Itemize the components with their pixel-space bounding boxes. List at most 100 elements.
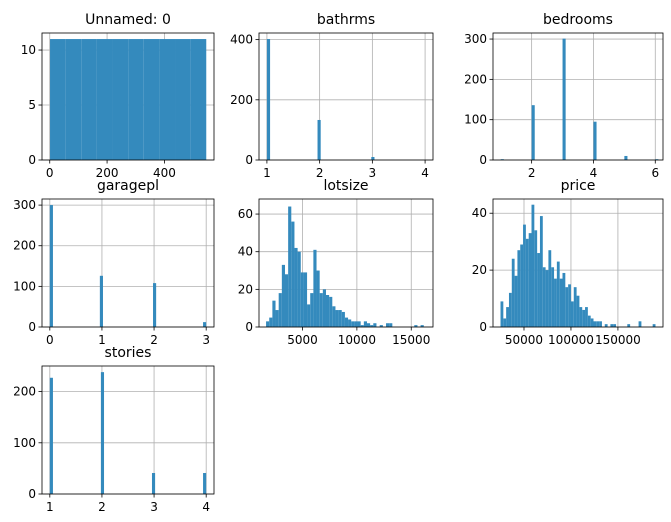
x-tick-label: 2 xyxy=(150,333,158,347)
y-tick-label: 0 xyxy=(479,153,487,167)
subplot-title: stories xyxy=(105,345,152,361)
x-tick-label: 2 xyxy=(528,166,536,180)
histogram-bar xyxy=(389,323,393,327)
histogram-bar xyxy=(587,315,591,327)
axes-frame xyxy=(41,32,215,161)
histogram-bar xyxy=(332,306,336,327)
histogram-bar xyxy=(420,325,424,327)
histogram-bar xyxy=(300,272,304,327)
histogram-bar xyxy=(500,159,504,160)
histogram-bar xyxy=(638,321,642,327)
histogram-bar xyxy=(363,321,367,327)
histogram-bar xyxy=(153,283,157,327)
histogram-bar xyxy=(281,264,285,327)
y-tick-label: 200 xyxy=(230,93,253,107)
subplot-title: price xyxy=(561,178,596,194)
histogram-bar xyxy=(590,318,594,327)
histogram-bar xyxy=(50,39,66,160)
histogram-bar xyxy=(559,278,563,327)
histogram-bar xyxy=(568,284,571,327)
subplot-2: 2 4 6 0 100 200 300 bedrooms xyxy=(464,12,664,180)
subplot-title: garagepl xyxy=(97,178,159,194)
histogram-bar xyxy=(297,251,301,327)
axes-frame xyxy=(258,198,434,328)
x-tick-label: 0 xyxy=(46,333,54,347)
histogram-bar xyxy=(511,258,515,327)
histogram-bar xyxy=(514,275,518,327)
y-tick-label: 10 xyxy=(21,43,36,57)
histogram-bar xyxy=(81,39,97,160)
axes-frame xyxy=(41,198,215,328)
subplot-3: 0 1 2 3 0 100 200 300 garagepl xyxy=(13,178,215,347)
histogram-bar xyxy=(99,275,103,327)
histogram-bar xyxy=(100,372,105,494)
histogram-bar xyxy=(604,324,608,327)
y-tick-label: 100 xyxy=(464,113,487,127)
histogram-bar xyxy=(371,156,375,160)
axes-frame xyxy=(492,32,664,161)
x-tick-label: 3 xyxy=(202,333,210,347)
histogram-bar xyxy=(655,159,659,160)
histogram-bar xyxy=(531,204,535,327)
histogram-bar xyxy=(203,473,207,494)
subplot-title: bathrms xyxy=(317,12,375,28)
histogram-bar xyxy=(335,310,339,327)
histogram-bar xyxy=(539,216,543,327)
histogram-bar xyxy=(329,296,333,327)
histogram-bar xyxy=(562,38,566,161)
histogram-bar xyxy=(143,39,160,160)
histogram-bar xyxy=(313,249,317,327)
histogram-bar xyxy=(303,272,308,327)
y-tick-label: 0 xyxy=(479,320,487,334)
x-tick-label: 150000 xyxy=(595,333,641,347)
y-tick-label: 0 xyxy=(28,320,36,334)
histogram-bar xyxy=(624,155,628,160)
y-tick-label: 200 xyxy=(13,239,36,253)
y-tick-label: 0 xyxy=(245,153,253,167)
x-tick-label: 0 xyxy=(46,166,54,180)
histogram-bar xyxy=(500,301,504,327)
histogram-bar xyxy=(548,250,552,327)
x-tick-label: 100000 xyxy=(548,333,594,347)
histogram-bar xyxy=(278,293,282,327)
x-tick-label: 4 xyxy=(590,166,598,180)
histogram-bar xyxy=(269,317,273,327)
histogram-bar xyxy=(366,323,371,327)
histogram-bar xyxy=(307,304,311,327)
histogram-bar xyxy=(542,267,546,327)
histogram-bar xyxy=(508,292,512,327)
histogram-bar xyxy=(319,293,323,327)
histogram-bar xyxy=(151,473,156,494)
y-tick-label: 0 xyxy=(28,487,36,501)
histogram-bar xyxy=(284,274,289,327)
y-tick-label: 40 xyxy=(238,245,253,259)
histogram-bar xyxy=(175,39,191,160)
histogram-bar xyxy=(357,321,361,327)
x-tick-label: 50000 xyxy=(505,333,543,347)
histogram-bar xyxy=(322,289,326,327)
histogram-bar xyxy=(556,261,560,327)
histogram-bar xyxy=(517,250,521,327)
histogram-bar xyxy=(503,318,507,327)
histogram-bar xyxy=(65,39,82,160)
y-tick-label: 20 xyxy=(472,263,487,277)
histogram-bar xyxy=(325,295,330,327)
y-tick-label: 60 xyxy=(238,207,253,221)
x-tick-label: 3 xyxy=(150,500,158,514)
y-tick-label: 0 xyxy=(28,153,36,167)
histogram-bar xyxy=(528,233,532,327)
histogram-bar xyxy=(379,325,383,327)
histogram-bar xyxy=(112,39,129,160)
histogram-bar xyxy=(525,238,529,327)
histogram-bar xyxy=(520,244,524,327)
x-tick-label: 2 xyxy=(316,166,324,180)
histogram-bar xyxy=(613,324,617,327)
histogram-bar xyxy=(288,206,292,327)
y-tick-label: 400 xyxy=(230,33,253,47)
histogram-bar xyxy=(49,377,53,494)
x-tick-label: 4 xyxy=(202,500,210,514)
x-tick-label: 2 xyxy=(98,500,106,514)
y-tick-label: 5 xyxy=(28,98,36,112)
histogram-bar xyxy=(652,324,656,327)
